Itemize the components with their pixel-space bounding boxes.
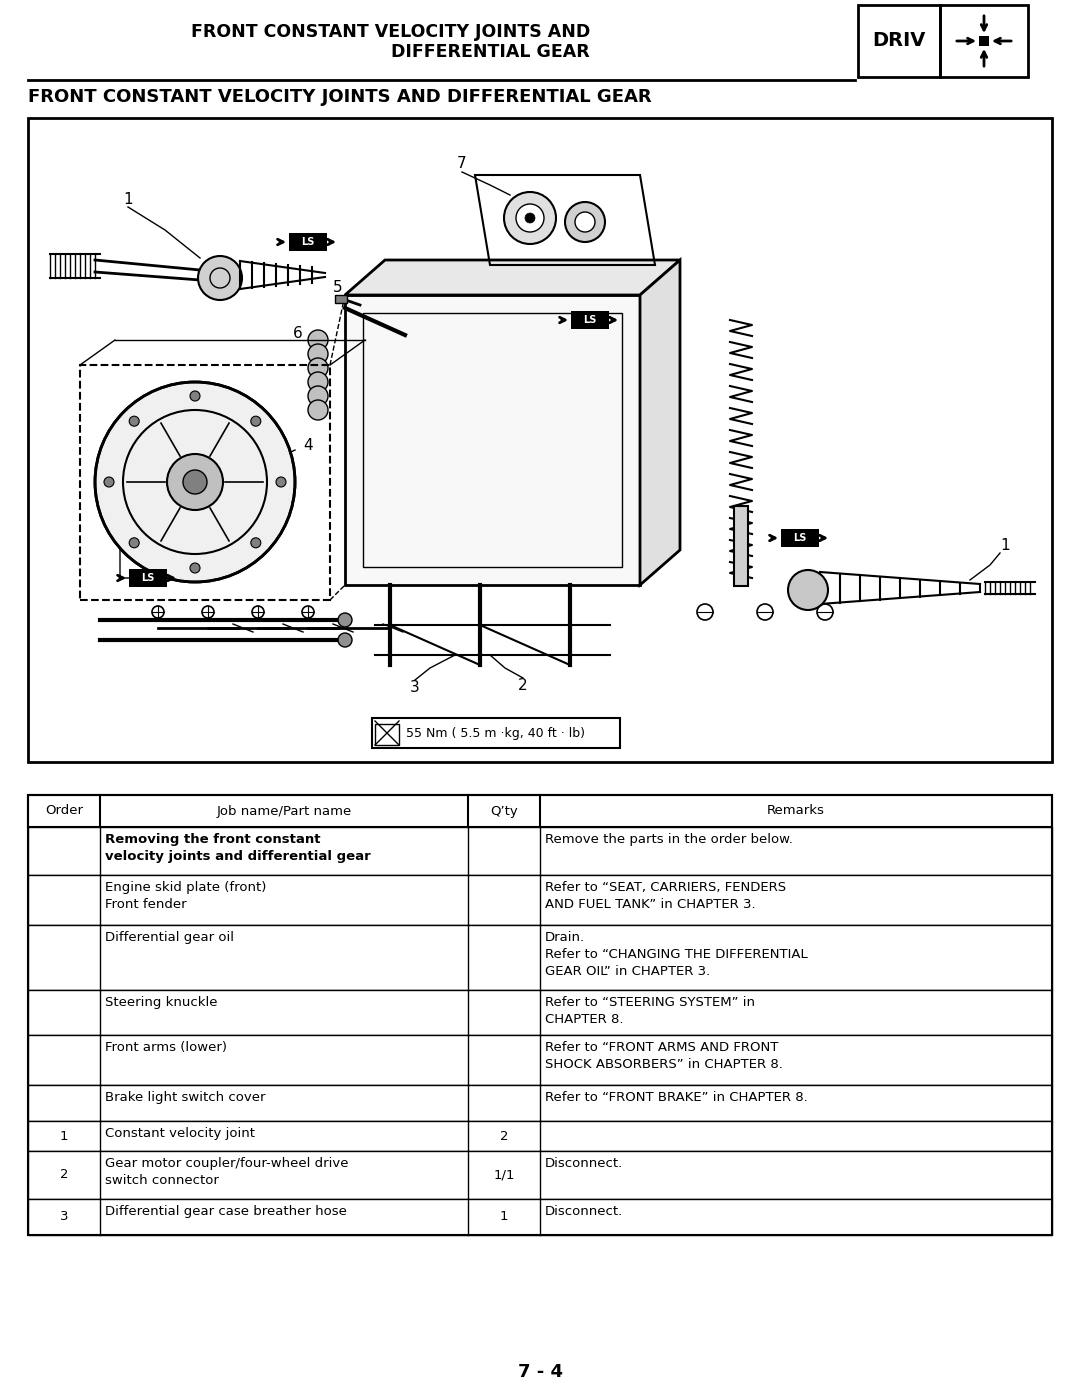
Circle shape [338,613,352,627]
Text: Remove the parts in the order below.: Remove the parts in the order below. [545,833,793,847]
Text: Q’ty: Q’ty [490,805,518,817]
Text: Removing the front constant
velocity joints and differential gear: Removing the front constant velocity joi… [105,833,370,863]
Bar [28,1199,1052,1235]
Bar [978,36,989,46]
Polygon shape [345,260,680,295]
Circle shape [276,476,286,488]
Bar [363,313,622,567]
Text: 3: 3 [59,1210,68,1224]
Bar [289,233,327,251]
Circle shape [308,372,328,393]
Text: Gear motor coupler/four-wheel drive
switch connector: Gear motor coupler/four-wheel drive swit… [105,1157,348,1187]
Text: Differential gear case breather hose: Differential gear case breather hose [105,1206,347,1218]
Text: 2: 2 [500,1130,509,1143]
Bar [28,1035,1052,1085]
Text: 2: 2 [518,678,528,693]
Text: Order: Order [45,805,83,817]
Text: Differential gear oil: Differential gear oil [105,930,233,944]
Text: Job name/Part name: Job name/Part name [216,805,352,817]
Text: 5: 5 [334,281,342,296]
Text: Steering knuckle: Steering knuckle [105,996,217,1009]
Bar [28,925,1052,990]
Circle shape [504,191,556,244]
Bar [375,724,399,745]
Text: DRIV: DRIV [873,32,926,50]
Text: 1/1: 1/1 [494,1168,515,1182]
Text: Refer to “FRONT BRAKE” in CHAPTER 8.: Refer to “FRONT BRAKE” in CHAPTER 8. [545,1091,808,1104]
Bar [129,569,167,587]
Circle shape [183,469,207,495]
Text: 1: 1 [500,1210,509,1224]
Text: 2: 2 [59,1168,68,1182]
Text: 55 Nm ( 5.5 m ·kg, 40 ft · lb): 55 Nm ( 5.5 m ·kg, 40 ft · lb) [406,726,585,739]
Text: LS: LS [301,237,314,247]
Text: Engine skid plate (front)
Front fender: Engine skid plate (front) Front fender [105,882,266,911]
Circle shape [308,400,328,420]
Text: Drain.
Refer to “CHANGING THE DIFFERENTIAL
GEAR OIL” in CHAPTER 3.: Drain. Refer to “CHANGING THE DIFFERENTI… [545,930,808,978]
Circle shape [104,476,114,488]
Circle shape [190,391,200,401]
Bar [28,117,1052,761]
Bar [28,795,1052,1235]
Bar [28,1151,1052,1199]
Circle shape [251,538,260,548]
Bar [940,6,1028,77]
Circle shape [198,256,242,300]
Text: LS: LS [583,314,596,326]
Bar [734,506,748,585]
Text: Remarks: Remarks [767,805,825,817]
Circle shape [308,386,328,407]
Text: Brake light switch cover: Brake light switch cover [105,1091,266,1104]
Circle shape [251,416,260,426]
Text: Constant velocity joint: Constant velocity joint [105,1127,255,1140]
Text: LS: LS [794,534,807,543]
Bar [28,1120,1052,1151]
Bar [28,875,1052,925]
Bar [80,365,330,599]
Text: LS: LS [141,573,154,583]
Text: Refer to “FRONT ARMS AND FRONT
SHOCK ABSORBERS” in CHAPTER 8.: Refer to “FRONT ARMS AND FRONT SHOCK ABS… [545,1041,783,1071]
Circle shape [308,344,328,365]
Text: Refer to “STEERING SYSTEM” in
CHAPTER 8.: Refer to “STEERING SYSTEM” in CHAPTER 8. [545,996,755,1025]
Circle shape [525,212,535,224]
Circle shape [575,212,595,232]
Text: Disconnect.: Disconnect. [545,1157,623,1171]
Circle shape [338,633,352,647]
Circle shape [95,381,295,583]
Bar [28,990,1052,1035]
Circle shape [190,563,200,573]
Bar [28,827,1052,875]
Circle shape [516,204,544,232]
Text: 3: 3 [410,680,420,696]
Bar [28,795,1052,827]
Text: FRONT CONSTANT VELOCITY JOINTS AND DIFFERENTIAL GEAR: FRONT CONSTANT VELOCITY JOINTS AND DIFFE… [28,88,651,106]
Bar [335,295,347,303]
Text: 1: 1 [123,193,133,208]
Text: FRONT CONSTANT VELOCITY JOINTS AND
DIFFERENTIAL GEAR: FRONT CONSTANT VELOCITY JOINTS AND DIFFE… [191,22,590,61]
Bar [345,295,640,585]
Text: Disconnect.: Disconnect. [545,1206,623,1218]
Bar [372,718,620,747]
Bar [28,1085,1052,1120]
Text: 7: 7 [457,155,467,170]
Text: 6: 6 [293,326,302,341]
Circle shape [565,203,605,242]
Circle shape [130,538,139,548]
Circle shape [130,416,139,426]
Circle shape [788,570,828,610]
Bar [781,529,819,548]
Text: Front arms (lower): Front arms (lower) [105,1041,227,1053]
Circle shape [308,358,328,379]
Bar [858,6,940,77]
Text: 1: 1 [59,1130,68,1143]
Text: 1: 1 [1000,538,1010,552]
Bar [571,312,609,330]
Text: 7 - 4: 7 - 4 [517,1363,563,1382]
Text: 4: 4 [303,437,313,453]
Circle shape [308,330,328,351]
Polygon shape [640,260,680,585]
Text: Refer to “SEAT, CARRIERS, FENDERS
AND FUEL TANK” in CHAPTER 3.: Refer to “SEAT, CARRIERS, FENDERS AND FU… [545,882,786,911]
Circle shape [167,454,222,510]
